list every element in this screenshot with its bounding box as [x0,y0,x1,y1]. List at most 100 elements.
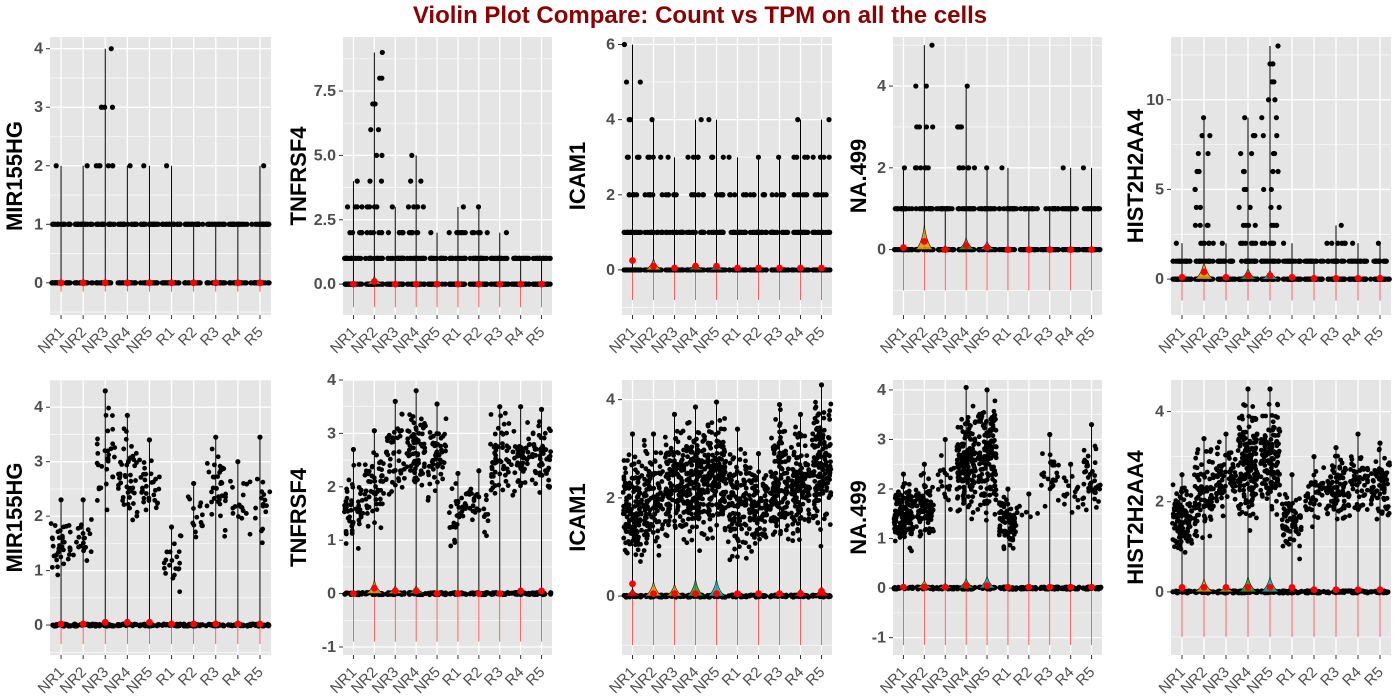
data-point [770,229,776,235]
panel-background [343,37,552,315]
data-point [370,508,375,514]
ytick-label: 1 [34,216,43,233]
data-point [498,413,503,419]
median-point [713,262,720,270]
data-point [206,221,212,227]
data-point [692,404,699,410]
data-point [161,565,167,571]
data-point [248,280,254,286]
data-point [1341,240,1347,246]
data-point [520,255,526,261]
data-point [415,452,420,458]
data-point [489,464,495,470]
data-point [1375,240,1382,246]
ytick-label: 0 [606,588,615,605]
data-point [689,524,695,530]
data-point [484,230,490,236]
data-point [471,230,477,236]
data-point [453,481,459,486]
data-point [537,419,542,425]
data-point [523,281,529,287]
data-point [1318,276,1324,282]
data-point [671,411,678,417]
data-point [56,549,61,555]
data-point [531,452,537,458]
data-point [943,206,949,212]
violin-nr5 [705,117,728,300]
data-point [343,281,349,287]
data-point [666,452,672,458]
data-point [362,462,368,468]
data-point [49,564,55,570]
data-point [1240,240,1246,246]
data-point [892,206,898,212]
violin-r1 [159,163,183,292]
data-point [368,127,374,133]
data-point [690,154,696,160]
data-point [88,549,94,555]
data-point [1069,206,1075,212]
ytick-label: 2.5 [314,212,336,229]
data-point [439,447,444,453]
data-point [483,492,489,498]
ytick-label: 4 [606,112,615,129]
data-point [387,456,393,462]
data-point [665,154,671,160]
data-point [1329,240,1335,246]
data-point [483,255,490,261]
data-point [529,477,535,483]
data-point [1270,61,1276,67]
data-point [265,622,271,628]
data-point [99,221,105,227]
data-point [344,590,350,596]
data-point [680,452,686,458]
violin-r2 [467,204,490,308]
data-point [128,478,134,484]
data-point [699,229,705,235]
data-point [819,229,826,235]
data-point [1096,246,1102,253]
data-point [659,192,665,198]
data-point [103,412,109,418]
data-point [359,204,365,210]
data-point [971,165,978,171]
median-point [1266,272,1274,279]
data-point [644,536,650,541]
data-point [1023,206,1029,212]
data-point [105,163,111,169]
data-point [1034,206,1040,212]
data-point [547,457,553,463]
data-point [406,447,412,453]
xtick-label: R5 [1073,324,1099,350]
data-point [484,533,489,539]
median-point [190,279,198,287]
data-point [970,206,976,212]
data-point [257,434,263,440]
data-point [536,423,542,429]
median-point [1222,273,1230,281]
data-point [923,83,929,89]
data-point [1236,204,1242,210]
data-point [354,178,360,184]
data-point [396,458,402,464]
median-point [350,590,357,597]
data-point [263,221,270,227]
median-point [1067,246,1075,253]
median-point [146,618,153,626]
data-point [644,531,650,537]
data-point [418,178,424,184]
data-point [238,504,243,509]
data-point [776,154,782,160]
data-point [548,428,553,434]
data-point [209,446,215,452]
ylabel: NA.499 [846,139,871,214]
median-point [475,590,483,597]
data-point [152,497,158,503]
violin-nr4 [404,152,428,308]
data-point [1247,204,1253,210]
data-point [771,267,777,273]
data-point [408,417,414,423]
data-point [696,505,702,511]
ylabel: ICAM1 [565,142,590,210]
